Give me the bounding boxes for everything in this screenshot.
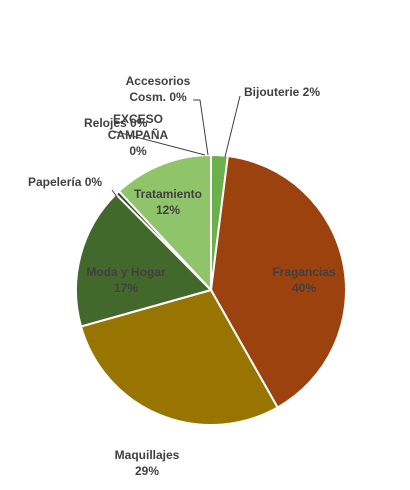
- data-labels: Bijouterie 2% Fragancias 40% Maquillajes 29%…: [28, 74, 336, 478]
- data-label-papeleria: Papelería 0%: [28, 175, 102, 189]
- pie-slices: [75, 153, 347, 426]
- pie-slice-moda-y-hogar: [75, 192, 213, 328]
- leader-lines: [111, 95, 241, 198]
- data-label-tratamiento: Tratamiento 12%: [134, 187, 202, 217]
- data-label-maquillajes: Maquillajes 29%: [115, 448, 180, 478]
- data-label-exceso-campana: EXCESO CAMPAÑA 0%: [108, 112, 169, 158]
- data-label-fragancias: Fragancias 40%: [272, 265, 336, 295]
- pie-slice-maquillajes: [79, 288, 279, 426]
- leader-line-bijouterie: [224, 95, 241, 158]
- data-label-accesorios-cosm: Accesorios Cosm. 0%: [126, 74, 191, 104]
- leader-line-papeleria: [111, 189, 118, 198]
- leader-line-accesorios-cosm: [193, 99, 209, 156]
- pie-slice-fragancias: [209, 154, 347, 409]
- leader-line-relojes: [112, 130, 206, 156]
- data-label-bijouterie: Bijouterie 2%: [244, 85, 320, 99]
- data-label-moda-y-hogar: Moda y Hogar 17%: [86, 265, 166, 295]
- data-label-relojes: Relojes 0%: [84, 116, 148, 130]
- pie-slice-tratamiento: [117, 153, 212, 293]
